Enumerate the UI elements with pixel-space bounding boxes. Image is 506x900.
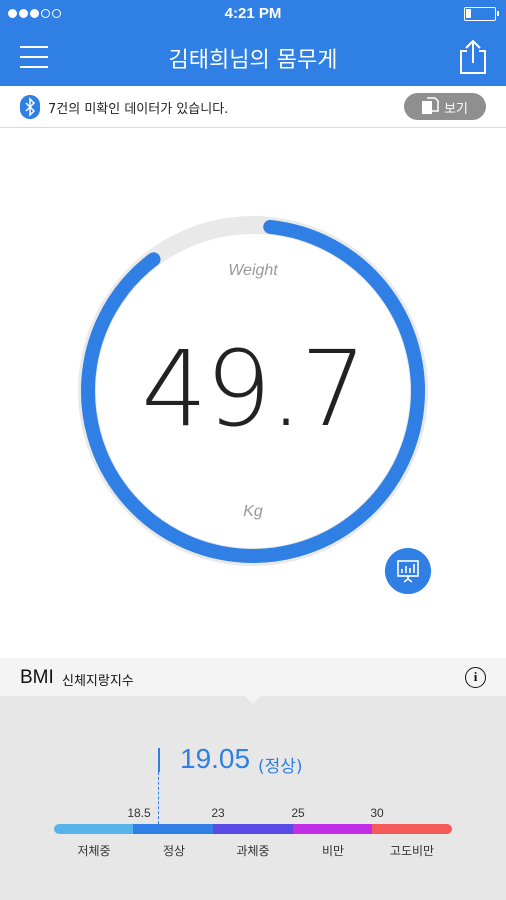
weight-label: Weight xyxy=(228,262,278,279)
bmi-scale-bar xyxy=(54,824,452,834)
share-icon[interactable] xyxy=(458,39,488,75)
bmi-status: (정상) xyxy=(258,757,303,777)
bmi-tick-23: 23 xyxy=(211,806,225,820)
page-title: 김태희님의 몸무게 xyxy=(168,48,338,73)
bmi-tick-25: 25 xyxy=(291,806,305,820)
weight-value: 49.7 xyxy=(141,328,367,450)
bmi-category-underweight: 저체중 xyxy=(77,844,111,858)
view-button[interactable]: 보기 xyxy=(404,93,486,120)
presentation-chart-icon xyxy=(397,560,419,583)
bmi-header: BMI 신체지랑지수 i xyxy=(0,658,506,696)
panel-caret xyxy=(245,696,261,704)
bmi-marker-guide xyxy=(158,772,159,824)
bmi-title: BMI xyxy=(20,667,54,688)
weight-unit: Kg xyxy=(243,503,263,520)
bmi-subtitle: 신체지랑지수 xyxy=(62,674,134,689)
chart-button[interactable] xyxy=(385,548,431,594)
status-bar: 4:21 PM xyxy=(0,0,506,28)
bmi-value: 19.05 xyxy=(180,743,251,774)
bmi-category-severely-obese: 고도비만 xyxy=(389,844,435,858)
signal-strength-icon xyxy=(8,9,61,18)
weight-gauge xyxy=(78,216,428,566)
bmi-segment-normal xyxy=(133,824,213,834)
nav-bar: 김태희님의 몸무게 xyxy=(0,28,506,86)
bmi-segment-obese xyxy=(293,824,372,834)
bmi-category-overweight: 과체중 xyxy=(236,844,270,858)
unconfirmed-data-notice: 7건의 미확인 데이터가 있습니다. 보기 xyxy=(0,86,506,128)
info-icon[interactable]: i xyxy=(465,667,486,688)
weight-progress-arc xyxy=(81,219,425,563)
bmi-tick-18-5: 18.5 xyxy=(127,806,151,820)
documents-icon xyxy=(422,97,439,114)
view-button-label: 보기 xyxy=(444,102,468,117)
bmi-marker xyxy=(158,748,160,772)
bmi-category-obese: 비만 xyxy=(321,844,345,858)
battery-icon xyxy=(464,7,499,21)
notice-text: 7건의 미확인 데이터가 있습니다. xyxy=(48,102,229,117)
bluetooth-icon xyxy=(20,95,40,119)
status-time: 4:21 PM xyxy=(224,5,282,22)
bmi-tick-30: 30 xyxy=(370,806,384,820)
bmi-segment-underweight xyxy=(54,824,133,834)
bmi-segment-overweight xyxy=(213,824,293,834)
bmi-panel xyxy=(0,696,506,900)
bmi-category-normal: 정상 xyxy=(162,844,186,858)
bmi-segment-severely-obese xyxy=(372,824,452,834)
hamburger-menu-icon[interactable] xyxy=(20,46,48,68)
